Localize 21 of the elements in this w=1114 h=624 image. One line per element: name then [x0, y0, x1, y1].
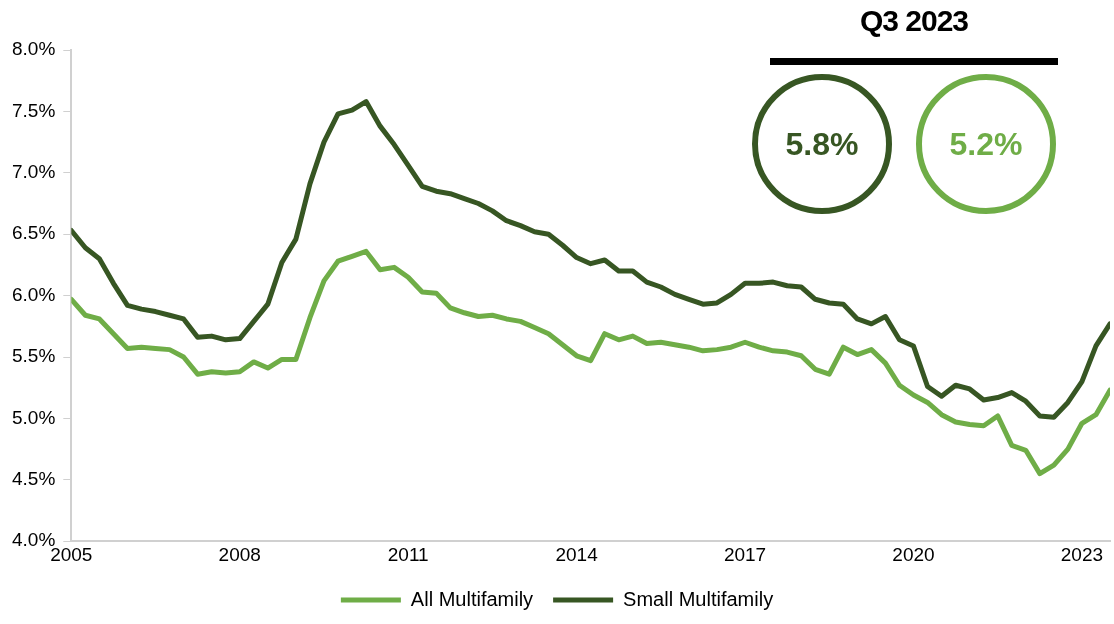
annotation: 5.8%: [785, 125, 859, 163]
legend-label: Small Multifamily: [623, 587, 774, 610]
legend-label: All Multifamily: [410, 587, 534, 610]
text: Q3 2023: [858, 4, 970, 38]
x-tick-label: 2020: [892, 543, 935, 565]
ring-outline: 5.2%: [916, 74, 1056, 214]
y-tick-label: 5.5%: [11, 345, 56, 367]
annotation: 5.2%: [949, 125, 1023, 163]
x-tick-label: 2017: [723, 543, 767, 565]
x-tick-label: 2014: [555, 543, 599, 565]
x-tick-label: 2008: [218, 543, 261, 565]
x-tick-label: 2011: [387, 543, 429, 565]
y-tick-label: 8.0%: [11, 38, 56, 60]
y-tick-label: 4.5%: [11, 468, 56, 490]
y-tick-label: 7.5%: [11, 99, 56, 121]
y-tick-label: 7.0%: [11, 161, 56, 183]
ring-outline: 5.8%: [752, 74, 892, 214]
y-tick-label: 6.0%: [11, 283, 56, 305]
x-tick-label: 2023: [1060, 543, 1104, 565]
y-tick-label: 5.0%: [11, 406, 56, 428]
y-tick-label: 6.5%: [11, 222, 56, 244]
